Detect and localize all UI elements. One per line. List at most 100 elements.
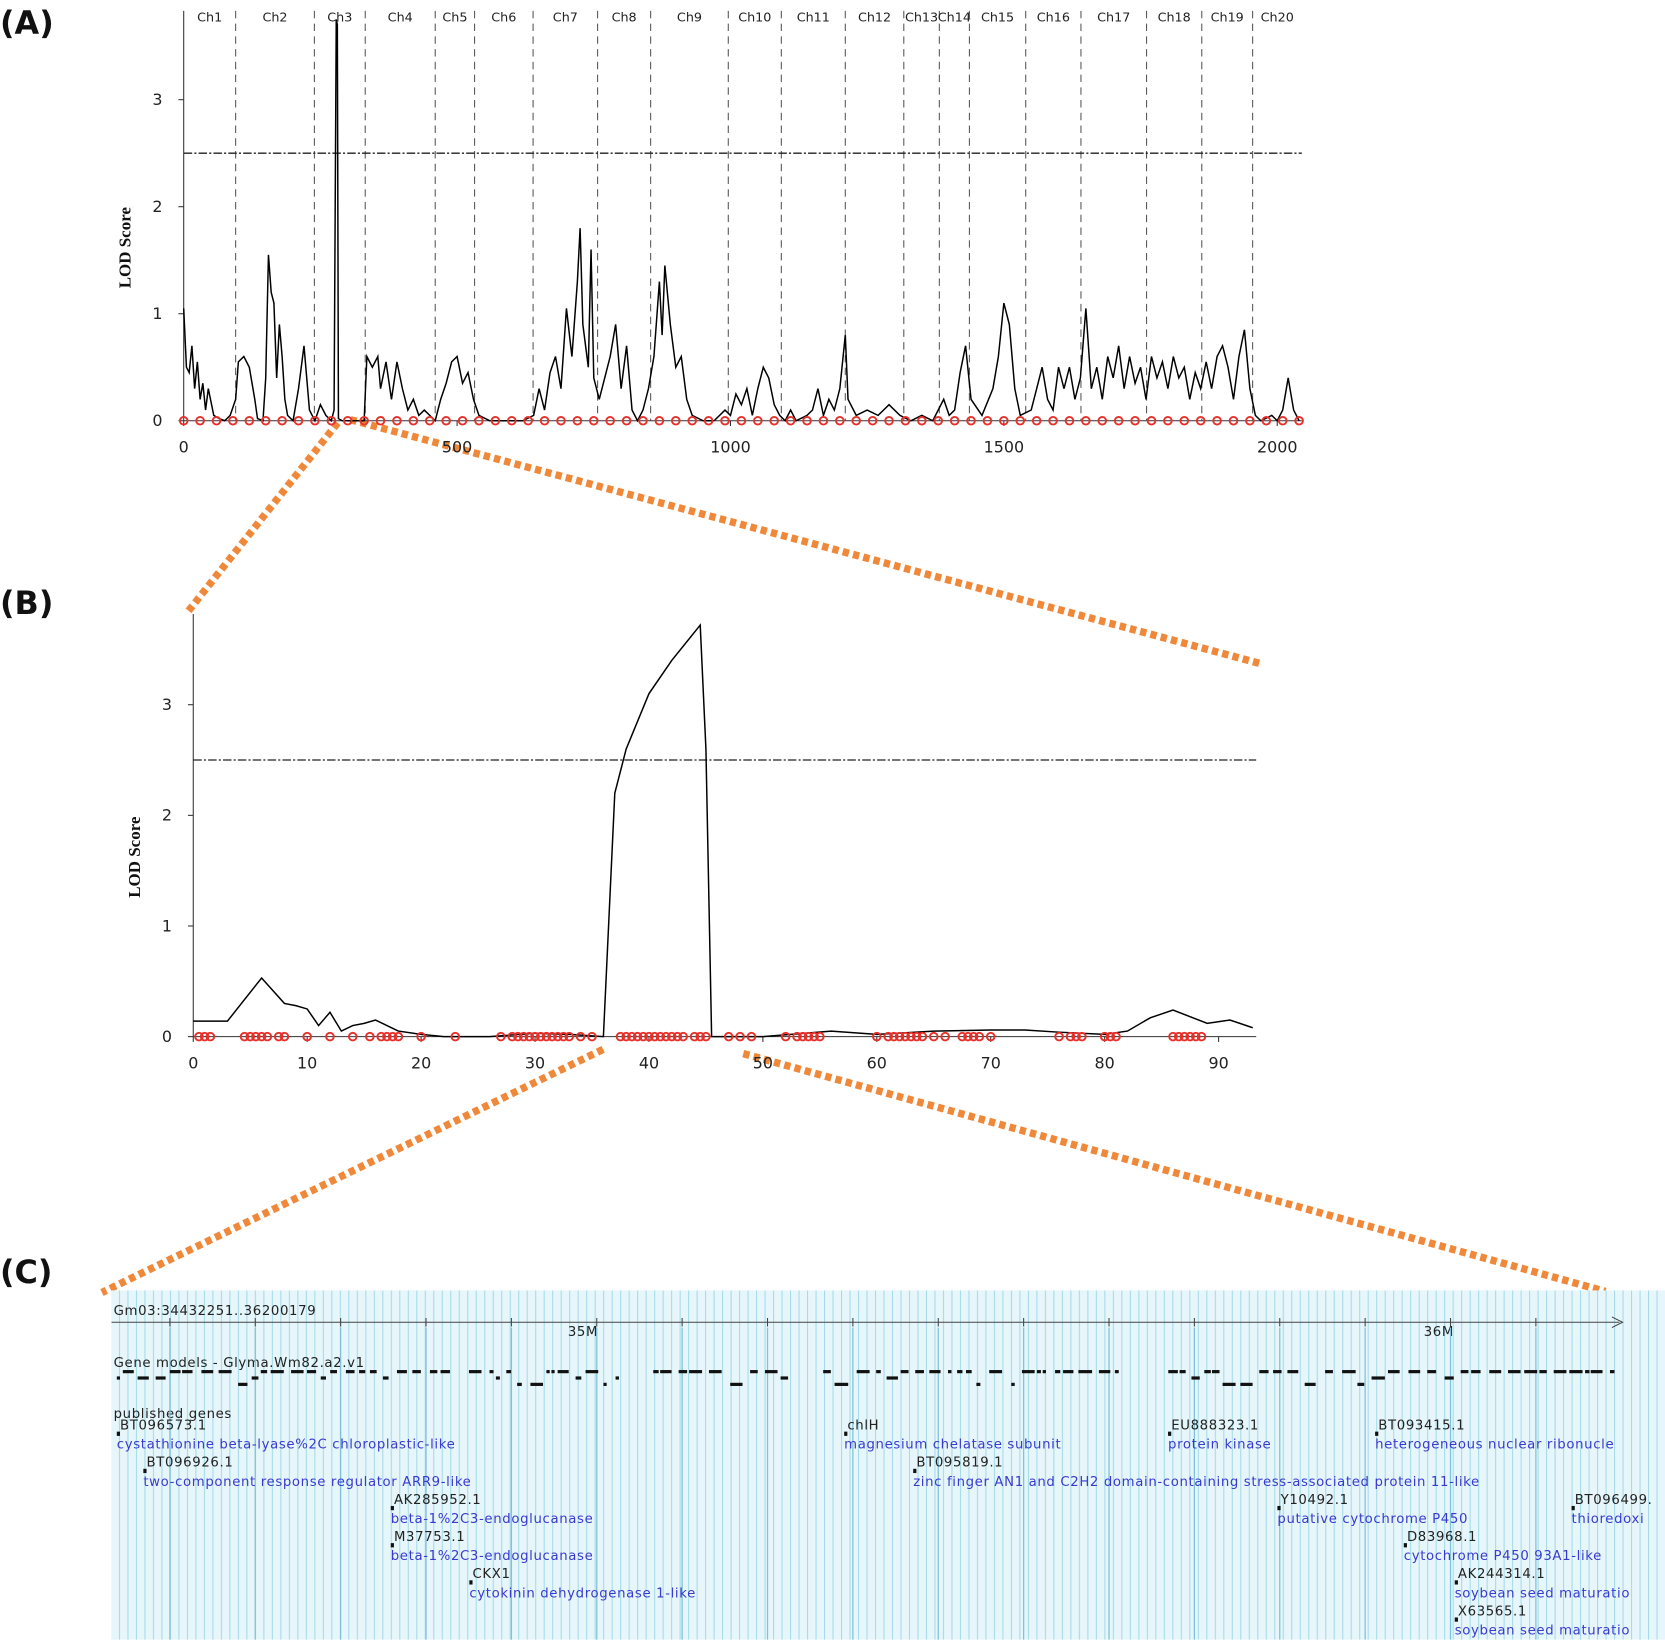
- gene-model: [780, 1376, 789, 1380]
- gene-tick: [1403, 1543, 1407, 1548]
- gene-model: [750, 1370, 758, 1374]
- gene-model: [730, 1382, 743, 1386]
- gene-model: [1590, 1370, 1603, 1374]
- marker: [963, 1031, 973, 1042]
- marker: [966, 415, 976, 426]
- gene-model: [530, 1382, 544, 1386]
- gene-model: [1387, 1370, 1400, 1374]
- marker: [917, 415, 927, 426]
- gene-model: [708, 1370, 722, 1374]
- gene-model: [1553, 1370, 1567, 1374]
- marker: [1099, 1031, 1110, 1042]
- marker: [933, 415, 944, 426]
- marker: [753, 415, 763, 426]
- gene-id: AK244314.1: [1458, 1567, 1545, 1582]
- marker: [695, 1031, 706, 1042]
- gene-id: X63565.1: [1458, 1604, 1527, 1619]
- marker: [982, 415, 993, 426]
- chromosome-label: Ch20: [1261, 10, 1294, 25]
- marker: [523, 415, 533, 426]
- gene-model: [1036, 1370, 1041, 1374]
- marker: [262, 1031, 273, 1042]
- chromosome-label: Ch18: [1158, 10, 1191, 25]
- chromosome-label: Ch6: [491, 10, 516, 25]
- gene-description: beta-1%2C3-endoglucanase: [391, 1549, 594, 1564]
- marker: [387, 1031, 398, 1042]
- marker: [1130, 415, 1140, 426]
- marker: [474, 415, 484, 426]
- gene-model: [1021, 1370, 1035, 1374]
- gene-tick: [390, 1543, 394, 1548]
- gene-model: [856, 1370, 870, 1374]
- marker: [621, 415, 632, 426]
- gene-model: [1489, 1370, 1502, 1374]
- marker: [1173, 1031, 1184, 1042]
- gene-tick: [1168, 1431, 1172, 1436]
- gene-tick: [1277, 1505, 1281, 1511]
- marker: [884, 415, 894, 426]
- track-label: published genes: [114, 1407, 232, 1422]
- gene-tick: [390, 1505, 394, 1511]
- marker: [769, 415, 779, 426]
- marker: [671, 415, 681, 426]
- gene-model: [270, 1370, 284, 1374]
- gene-model: [1539, 1370, 1547, 1374]
- marker: [1071, 1031, 1081, 1042]
- gene-id: BT096573.1: [120, 1419, 207, 1434]
- zoom-line: [742, 1050, 1607, 1296]
- marker: [1031, 415, 1042, 426]
- region-label: Gm03:34432251..36200179: [114, 1304, 317, 1319]
- gene-model: [957, 1370, 963, 1374]
- gene-model: [218, 1370, 232, 1374]
- gene-description: soybean seed maturatio: [1455, 1623, 1630, 1638]
- marker: [245, 1031, 256, 1042]
- gene-model: [1055, 1370, 1061, 1374]
- marker: [638, 1031, 649, 1042]
- marker: [553, 1031, 563, 1042]
- gene-description: cystathionine beta-lyase%2C chloroplasti…: [117, 1438, 456, 1453]
- y-tick-label: 3: [162, 695, 172, 714]
- marker: [541, 1031, 552, 1042]
- marker: [957, 1031, 968, 1042]
- marker: [654, 415, 665, 426]
- chromosome-label: Ch1: [197, 10, 222, 25]
- marker: [1146, 415, 1157, 426]
- marker: [1105, 1031, 1116, 1042]
- chromosome-label: Ch7: [553, 10, 578, 25]
- gene-id: BT096926.1: [147, 1456, 234, 1471]
- zoom-connectors: [100, 416, 1607, 1296]
- marker: [815, 1031, 825, 1042]
- marker: [687, 415, 697, 426]
- gene-id: CKX1: [473, 1567, 511, 1582]
- x-tick-label: 80: [1095, 1053, 1115, 1072]
- marker: [723, 1031, 734, 1042]
- marker: [1261, 415, 1272, 426]
- x-tick-label: 10: [297, 1053, 317, 1072]
- x-tick-label: 1000: [710, 438, 750, 457]
- gene-model: [660, 1370, 672, 1374]
- marker: [1054, 1031, 1064, 1042]
- marker: [1111, 1031, 1121, 1042]
- marker: [199, 1031, 210, 1042]
- gene-model: [1325, 1370, 1333, 1374]
- marker: [457, 415, 468, 426]
- gene-description: soybean seed maturatio: [1455, 1586, 1630, 1601]
- marker: [539, 415, 550, 426]
- gene-id: EU888323.1: [1171, 1419, 1259, 1434]
- marker: [1097, 415, 1108, 426]
- gene-model: [876, 1370, 881, 1374]
- gene-model: [1168, 1370, 1178, 1374]
- marker: [518, 1031, 529, 1042]
- marker: [906, 1031, 916, 1042]
- gene-model: [1444, 1376, 1454, 1380]
- gene-model: [615, 1376, 619, 1380]
- browser-background: [111, 1290, 1665, 1640]
- chromosome-label: Ch11: [797, 10, 830, 25]
- gene-model: [557, 1370, 569, 1374]
- marker: [644, 1031, 654, 1042]
- gene-model: [1408, 1370, 1421, 1374]
- marker: [917, 1031, 928, 1042]
- marker: [632, 1031, 643, 1042]
- gene-model: [382, 1376, 389, 1380]
